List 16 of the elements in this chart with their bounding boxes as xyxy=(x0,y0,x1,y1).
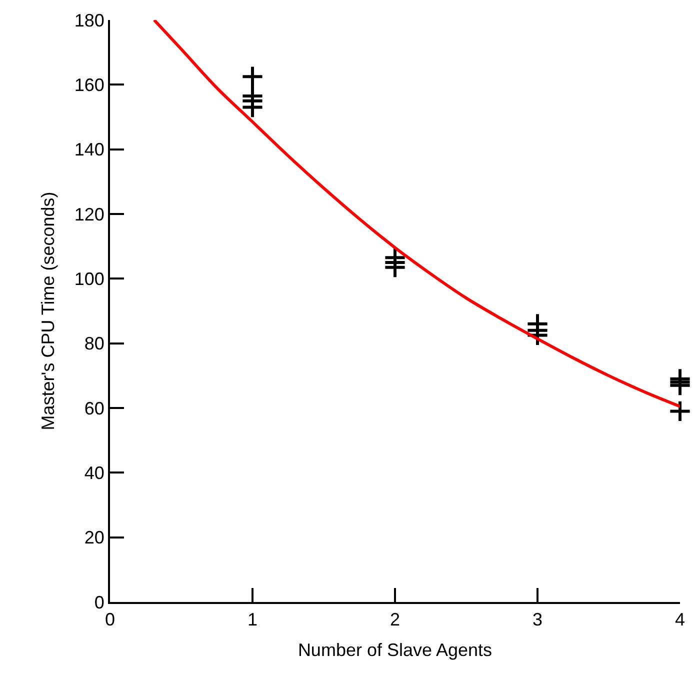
y-tick-label: 80 xyxy=(84,334,104,354)
y-tick-label: 0 xyxy=(94,592,104,612)
x-tick-label: 1 xyxy=(247,610,258,630)
y-axis-title: Master's CPU Time (seconds) xyxy=(38,192,58,430)
y-tick-label: 40 xyxy=(84,462,104,483)
y-tick-label: 100 xyxy=(74,268,104,289)
x-tick-label: 2 xyxy=(390,610,400,630)
x-axis-title: Number of Slave Agents xyxy=(298,640,492,660)
y-tick-label: 120 xyxy=(74,204,104,224)
y-tick-label: 180 xyxy=(74,10,104,30)
x-tick-label: 3 xyxy=(532,610,543,630)
y-tick-label: 160 xyxy=(74,74,104,95)
y-tick-label: 140 xyxy=(74,140,104,160)
x-tick-label: 4 xyxy=(674,610,686,630)
y-tick-label: 60 xyxy=(84,398,104,418)
y-tick-label: 20 xyxy=(84,528,104,548)
